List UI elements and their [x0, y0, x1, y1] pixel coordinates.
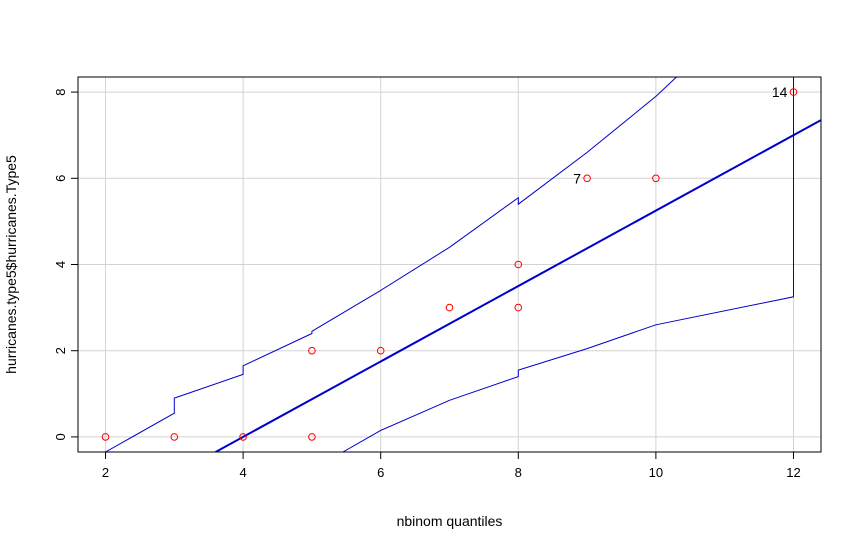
data-point: [101, 433, 110, 441]
y-tick-label: 8: [53, 88, 68, 95]
envelope-lines: [105, 77, 821, 452]
y-tick-label: 4: [53, 261, 68, 268]
data-point: [583, 174, 591, 183]
x-axis: 2 4 6 8 10 12: [102, 452, 801, 480]
y-tick-label: 6: [53, 175, 68, 182]
data-point: [239, 433, 247, 441]
data-point: [308, 346, 316, 355]
x-tick-label: 10: [649, 465, 663, 480]
lower-envelope-line: [342, 77, 794, 452]
x-tick-label: 12: [786, 465, 800, 480]
data-point: [445, 303, 454, 312]
data-points: 7 14: [101, 84, 798, 441]
x-tick-label: 2: [102, 465, 109, 480]
x-tick-label: 8: [515, 465, 522, 480]
upper-envelope-line: [105, 77, 677, 452]
y-axis-title: hurricanes.type5$hurricanes.Type5: [3, 155, 19, 374]
reference-line: [215, 119, 821, 452]
data-point: [514, 303, 523, 312]
y-tick-label: 0: [53, 433, 68, 440]
point-label: 7: [573, 170, 581, 186]
x-tick-label: 6: [377, 465, 384, 480]
data-point: [789, 88, 798, 96]
data-point: [170, 433, 179, 441]
grid: [78, 77, 821, 452]
x-tick-label: 4: [239, 465, 246, 480]
data-point: [514, 260, 523, 269]
x-axis-title: nbinom quantiles: [397, 513, 503, 529]
y-axis: 0 2 4 6 8: [53, 88, 78, 441]
data-point: [308, 433, 316, 441]
data-point: [652, 174, 660, 183]
point-label: 14: [772, 84, 788, 100]
y-tick-label: 2: [53, 347, 68, 354]
data-point: [376, 346, 385, 355]
